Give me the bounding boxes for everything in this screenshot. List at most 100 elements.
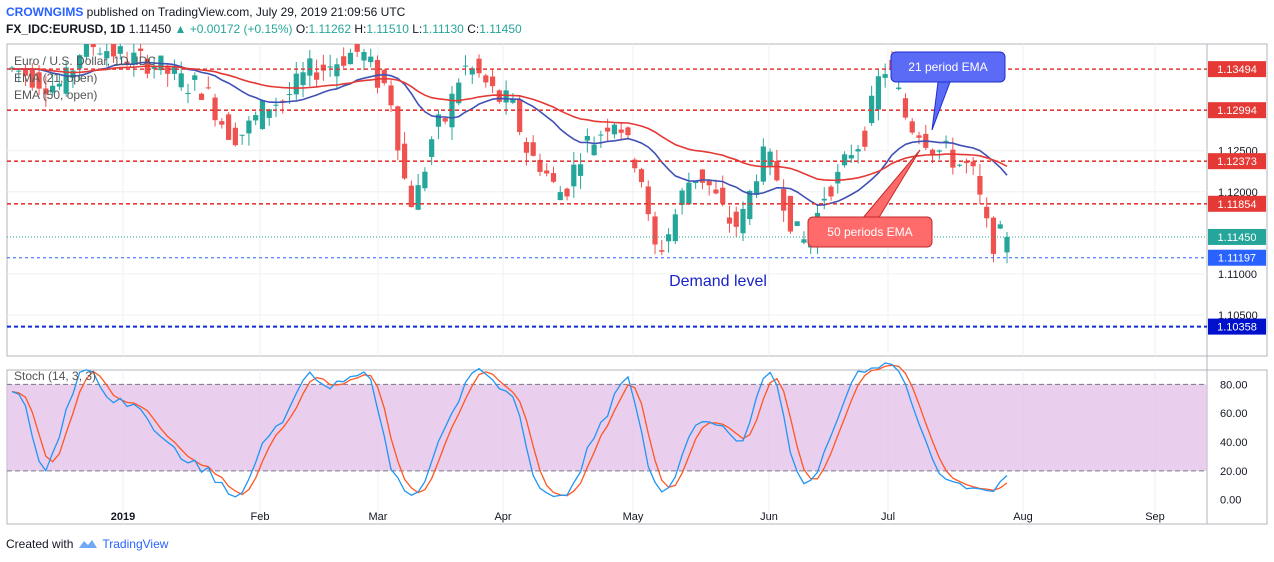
candle-body[interactable]	[483, 75, 489, 83]
candle-body[interactable]	[753, 181, 760, 195]
candle-body[interactable]	[381, 69, 387, 84]
candle-body[interactable]	[632, 159, 638, 169]
candle-body[interactable]	[794, 221, 800, 226]
ema21-callout-box[interactable]	[890, 51, 1006, 83]
candle-body[interactable]	[787, 195, 794, 232]
candle-body[interactable]	[415, 185, 421, 210]
candle-body[interactable]	[848, 155, 854, 159]
candle-body[interactable]	[422, 171, 428, 189]
candle-body[interactable]	[212, 97, 218, 121]
ema50-callout-box[interactable]	[807, 216, 933, 248]
candle-body[interactable]	[767, 151, 773, 166]
candle-body[interactable]	[354, 44, 360, 52]
candle-body[interactable]	[131, 52, 137, 65]
candle-body[interactable]	[320, 64, 326, 71]
candle-body[interactable]	[442, 118, 448, 122]
candle-body[interactable]	[855, 149, 861, 152]
tradingview-brand[interactable]: TradingView	[102, 537, 169, 551]
candle-body[interactable]	[280, 100, 286, 102]
candle-body[interactable]	[909, 121, 915, 133]
candle-body[interactable]	[740, 208, 746, 234]
candle-body[interactable]	[875, 76, 881, 110]
candle-body[interactable]	[781, 189, 787, 211]
candle-body[interactable]	[70, 70, 76, 78]
candle-body[interactable]	[950, 149, 956, 168]
candle-body[interactable]	[192, 75, 198, 80]
candle-body[interactable]	[577, 164, 584, 176]
candle-body[interactable]	[862, 130, 868, 147]
candle-body[interactable]	[205, 87, 211, 89]
candle-body[interactable]	[510, 98, 516, 103]
candle-body[interactable]	[936, 150, 942, 152]
candle-body[interactable]	[733, 211, 739, 227]
candle-body[interactable]	[672, 214, 678, 242]
candle-body[interactable]	[429, 139, 435, 157]
candle-body[interactable]	[990, 217, 997, 254]
candle-body[interactable]	[219, 121, 225, 125]
candle-body[interactable]	[435, 114, 442, 127]
candle-body[interactable]	[117, 46, 123, 54]
candle-body[interactable]	[259, 100, 266, 130]
candle-body[interactable]	[523, 142, 530, 153]
candle-body[interactable]	[821, 198, 827, 201]
candle-body[interactable]	[388, 85, 394, 106]
candle-body[interactable]	[198, 93, 205, 100]
candle-body[interactable]	[537, 159, 543, 172]
candle-body[interactable]	[225, 114, 232, 140]
candle-body[interactable]	[361, 52, 367, 61]
candle-body[interactable]	[43, 88, 49, 95]
candle-body[interactable]	[165, 65, 171, 74]
candle-body[interactable]	[943, 140, 949, 142]
candle-body[interactable]	[997, 224, 1003, 229]
candle-body[interactable]	[774, 160, 780, 181]
candle-body[interactable]	[232, 127, 238, 146]
candle-body[interactable]	[110, 44, 117, 57]
candle-body[interactable]	[401, 143, 408, 179]
candle-body[interactable]	[408, 185, 414, 208]
candle-body[interactable]	[693, 181, 699, 184]
candle-body[interactable]	[97, 53, 103, 55]
candle-body[interactable]	[713, 189, 719, 194]
candle-body[interactable]	[970, 161, 976, 167]
candle-body[interactable]	[1004, 236, 1010, 253]
candle-body[interactable]	[618, 129, 624, 133]
candle-body[interactable]	[977, 175, 983, 195]
candle-body[interactable]	[835, 171, 841, 184]
candle-body[interactable]	[706, 180, 712, 186]
candle-body[interactable]	[29, 69, 35, 88]
candle-body[interactable]	[77, 55, 83, 69]
candle-body[interactable]	[638, 169, 645, 183]
candle-body[interactable]	[659, 250, 665, 252]
candle-body[interactable]	[902, 98, 909, 118]
candle-body[interactable]	[374, 59, 381, 88]
candle-body[interactable]	[517, 99, 523, 133]
candle-body[interactable]	[300, 72, 306, 86]
candle-body[interactable]	[841, 154, 848, 166]
candle-body[interactable]	[645, 186, 651, 215]
candle-body[interactable]	[462, 65, 469, 67]
candle-body[interactable]	[665, 234, 672, 242]
candle-body[interactable]	[747, 190, 753, 220]
candle-body[interactable]	[273, 104, 279, 106]
candle-body[interactable]	[83, 44, 90, 57]
candle-body[interactable]	[801, 239, 807, 243]
candle-body[interactable]	[456, 82, 462, 104]
candle-body[interactable]	[178, 73, 184, 88]
candle-body[interactable]	[22, 68, 29, 76]
candle-body[interactable]	[489, 76, 496, 87]
candle-body[interactable]	[138, 48, 144, 51]
candle-body[interactable]	[544, 170, 550, 174]
candle-body[interactable]	[313, 72, 320, 80]
candle-body[interactable]	[598, 134, 604, 136]
candle-body[interactable]	[557, 192, 563, 201]
candle-body[interactable]	[916, 135, 922, 138]
candle-body[interactable]	[16, 70, 22, 72]
candle-body[interactable]	[564, 188, 570, 197]
candle-body[interactable]	[963, 161, 969, 164]
candle-body[interactable]	[496, 90, 502, 102]
candle-body[interactable]	[307, 58, 313, 76]
candle-body[interactable]	[395, 106, 401, 151]
candle-body[interactable]	[368, 56, 374, 63]
candle-body[interactable]	[239, 134, 245, 136]
